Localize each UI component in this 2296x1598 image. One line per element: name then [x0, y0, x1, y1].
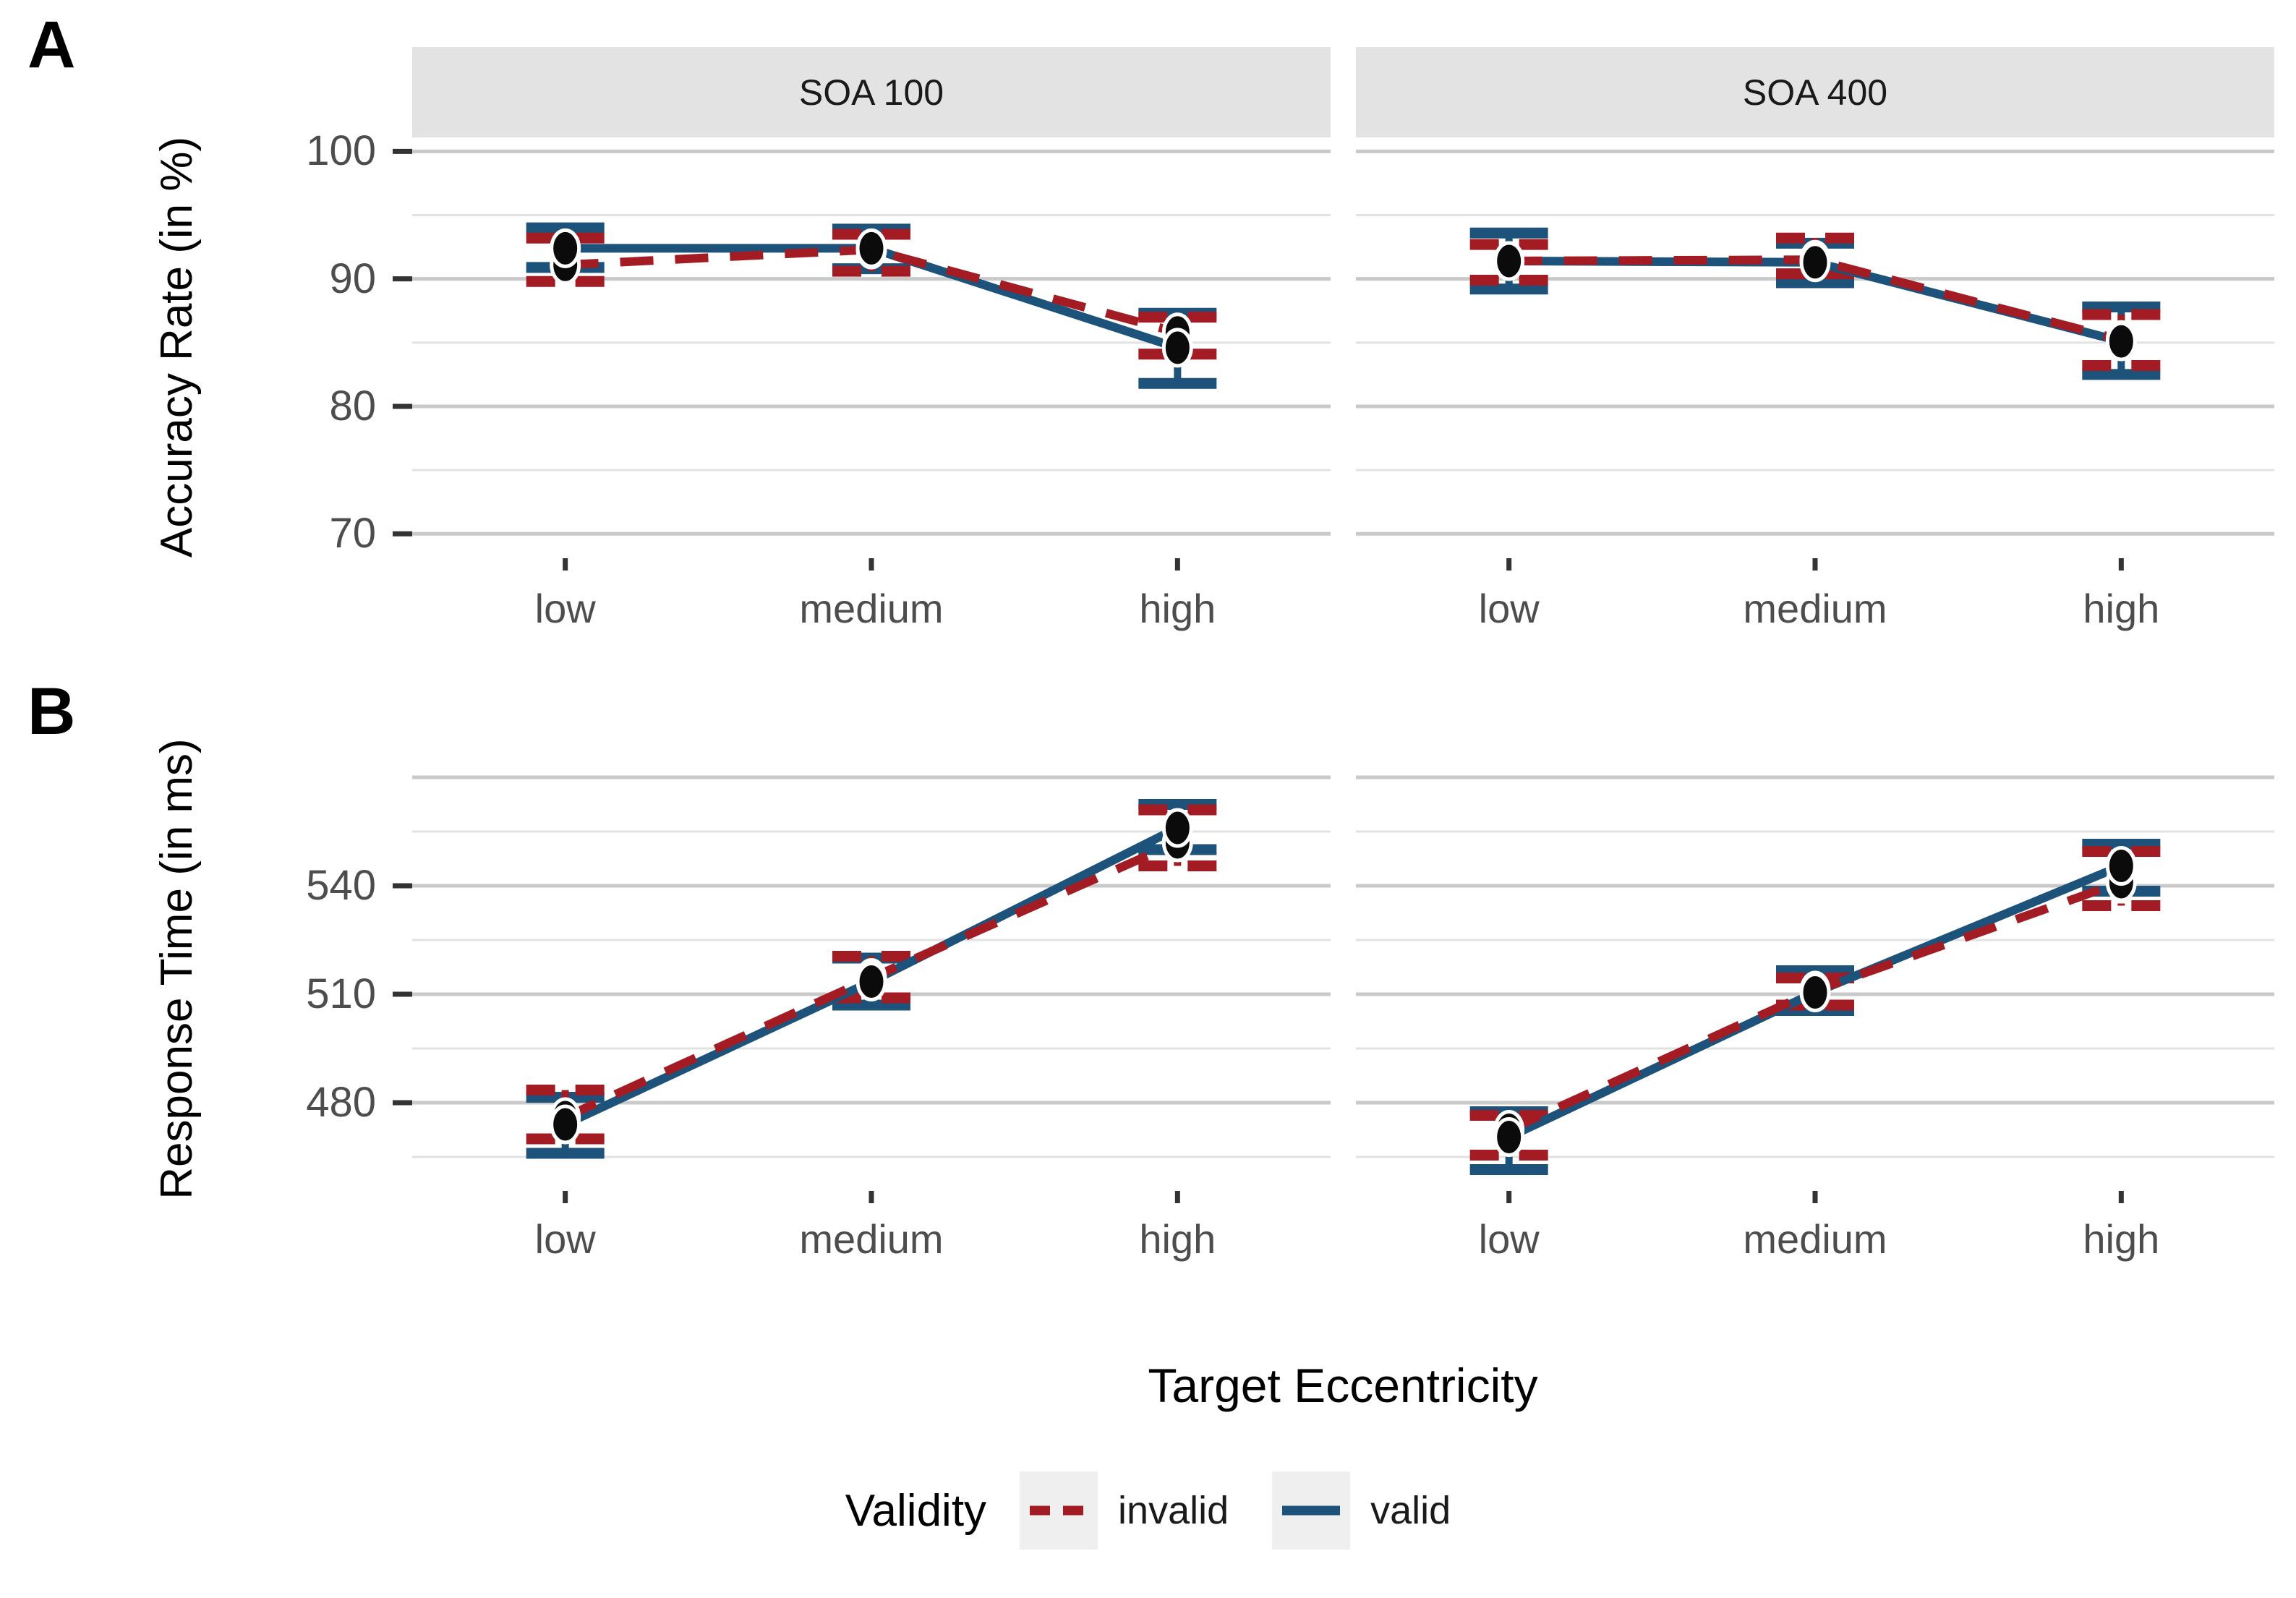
- y-tick-label-b-540: 540: [306, 862, 376, 909]
- x-category-label-b-SOA100-low: low: [534, 1216, 596, 1262]
- x-category-label-b-SOA400-medium: medium: [1743, 1216, 1887, 1262]
- panel-a-letter: A: [27, 8, 76, 82]
- y-tick-label-a-90: 90: [329, 255, 376, 302]
- x-category-label-a-SOA100-low: low: [534, 586, 596, 631]
- legend-key-invalid-dashed-line-icon: [1020, 1471, 1098, 1550]
- y-tick-label-b-480: 480: [306, 1079, 376, 1126]
- x-category-label-b-SOA400-low: low: [1478, 1216, 1540, 1262]
- panel-b-letter: B: [27, 675, 76, 748]
- y-axis-title-accuracy: Accuracy Rate (in %): [152, 136, 202, 558]
- facet-strip-soa-400: SOA 400: [1356, 47, 2274, 137]
- x-category-label-b-SOA100-high: high: [1139, 1216, 1216, 1262]
- y-tick-label-a-100: 100: [306, 127, 376, 175]
- x-category-label-a-SOA400-medium: medium: [1743, 586, 1887, 631]
- y-tick-label-b-510: 510: [306, 970, 376, 1017]
- x-axis-title: Target Eccentricity: [1148, 1359, 1538, 1412]
- y-axis-title-response-time: Response Time (in ms): [152, 738, 202, 1200]
- x-category-label-a-SOA100-medium: medium: [799, 586, 944, 631]
- x-category-label-a-SOA400-low: low: [1478, 586, 1540, 631]
- x-category-label-a-SOA100-high: high: [1139, 586, 1216, 631]
- facet-strip-soa-100: SOA 100: [412, 47, 1331, 137]
- y-tick-label-a-70: 70: [329, 510, 376, 557]
- x-category-label-a-SOA400-high: high: [2083, 586, 2160, 631]
- y-tick-label-a-80: 80: [329, 382, 376, 430]
- legend-label-invalid: invalid: [1118, 1489, 1229, 1532]
- legend: Validity invalid valid: [0, 1471, 2296, 1550]
- legend-title: Validity: [845, 1485, 987, 1536]
- x-category-label-b-SOA100-medium: medium: [799, 1216, 944, 1262]
- facet-strip-soa-400-label: SOA 400: [1742, 72, 1888, 113]
- legend-key-valid-solid-line-icon: [1272, 1471, 1351, 1550]
- x-category-label-b-SOA400-high: high: [2083, 1216, 2160, 1262]
- facet-strip-soa-100-label: SOA 100: [798, 72, 944, 113]
- legend-label-valid: valid: [1370, 1489, 1451, 1532]
